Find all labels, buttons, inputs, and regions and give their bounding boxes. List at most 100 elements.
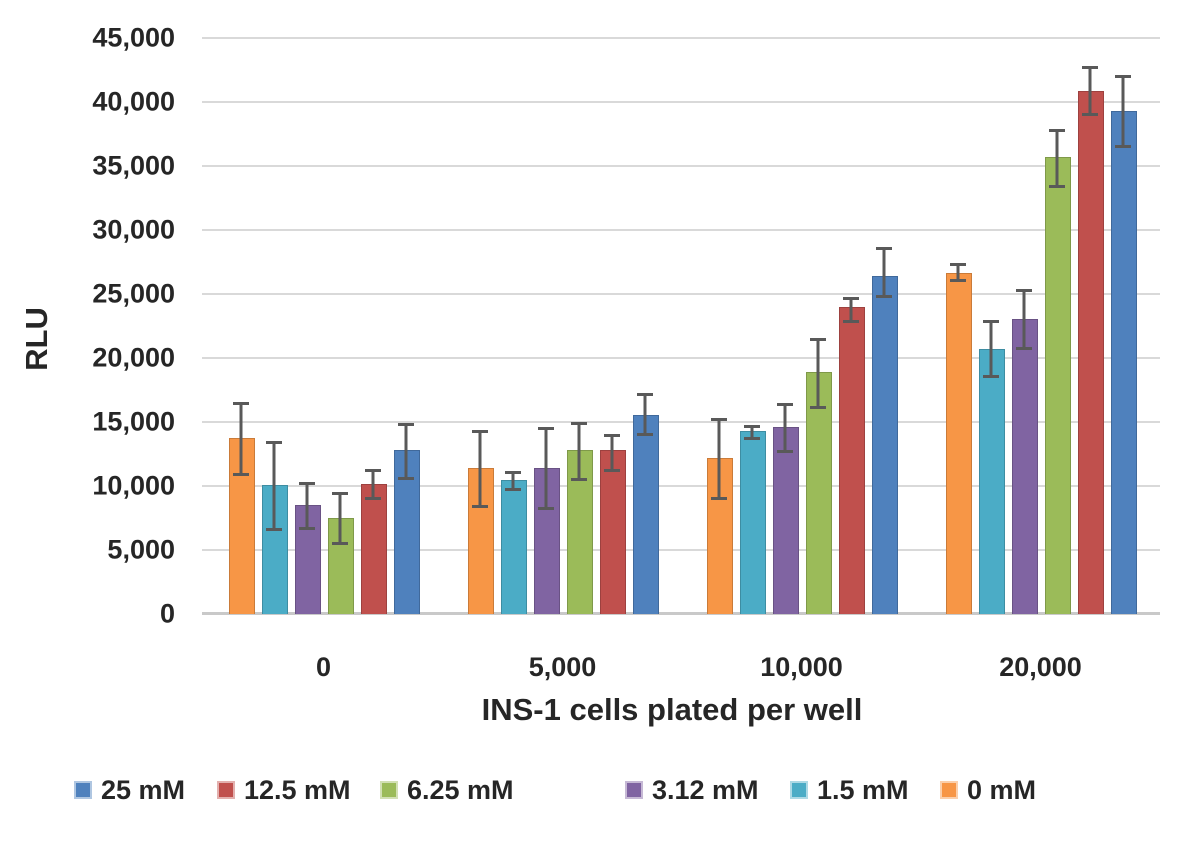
y-axis-title: RLU <box>19 307 54 371</box>
error-bar-stem <box>1022 288 1026 351</box>
error-bar-bottom-cap <box>1049 184 1065 188</box>
error-bar-stem <box>643 392 647 437</box>
legend-item-25mM: 25 mM <box>74 770 185 810</box>
chart-legend: 25 mM 12.5 mM 6.25 mM 3.12 mM 1.5 mM 0 mM <box>0 770 1200 814</box>
error-bar-bottom-cap <box>1016 347 1032 351</box>
y-tick-label: 40,000 <box>92 86 175 117</box>
error-bar <box>1045 128 1069 188</box>
error-bar-stem <box>816 337 820 410</box>
bar-15mM-20000 <box>979 349 1005 614</box>
error-bar <box>262 441 286 531</box>
legend-item-625mM: 6.25 mM <box>380 770 514 810</box>
plot-area <box>202 37 1160 615</box>
error-bar-top-cap <box>472 429 488 433</box>
error-bar-bottom-cap <box>332 541 348 545</box>
error-bar-top-cap <box>604 433 620 437</box>
gridline <box>202 293 1160 295</box>
error-bar <box>979 319 1003 379</box>
gridline <box>202 549 1160 551</box>
error-bar-bottom-cap <box>744 436 760 440</box>
error-bar-top-cap <box>744 424 760 428</box>
y-tick-label: 20,000 <box>92 342 175 373</box>
legend-swatch <box>790 781 808 799</box>
legend-item-125mM: 12.5 mM <box>217 770 351 810</box>
error-bar <box>229 401 253 476</box>
gridline <box>202 421 1160 423</box>
legend-label: 1.5 mM <box>817 775 909 805</box>
error-bar-bottom-cap <box>1082 113 1098 117</box>
y-tick-label: 35,000 <box>92 150 175 181</box>
error-bar-stem <box>338 492 342 545</box>
error-bar-stem <box>610 433 614 472</box>
error-bar-stem <box>849 296 853 324</box>
error-bar-top-cap <box>398 423 414 427</box>
error-bar <box>806 337 830 410</box>
error-bar-bottom-cap <box>637 433 653 437</box>
error-bar-bottom-cap <box>950 279 966 283</box>
error-bar-top-cap <box>1016 288 1032 292</box>
error-bar <box>1111 75 1135 149</box>
error-bar-top-cap <box>365 469 381 473</box>
x-tick-label: 5,000 <box>528 652 597 682</box>
error-bar <box>773 402 797 453</box>
error-bar-bottom-cap <box>538 507 554 511</box>
error-bar-bottom-cap <box>571 477 587 481</box>
bar-312mM-10000 <box>773 427 799 614</box>
x-axis-line <box>202 612 1160 615</box>
error-bar-top-cap <box>983 319 999 323</box>
x-axis-title: INS-1 cells plated per well <box>481 692 863 727</box>
gridline <box>202 165 1160 167</box>
error-bar-bottom-cap <box>711 497 727 501</box>
legend-label: 3.12 mM <box>652 775 759 805</box>
error-bar-top-cap <box>1082 66 1098 70</box>
error-bar-bottom-cap <box>810 406 826 410</box>
legend-swatch <box>217 781 235 799</box>
error-bar <box>1012 288 1036 351</box>
error-bar-stem <box>272 441 276 531</box>
error-bar-top-cap <box>637 392 653 396</box>
error-bar-top-cap <box>505 470 521 474</box>
error-bar <box>707 418 731 501</box>
error-bar-bottom-cap <box>876 294 892 298</box>
legend-item-15mM: 1.5 mM <box>790 770 909 810</box>
bar-0mM-20000 <box>946 272 972 614</box>
bar-125mM-10000 <box>839 307 865 614</box>
error-bar-bottom-cap <box>1115 145 1131 149</box>
y-tick-label: 5,000 <box>107 534 175 565</box>
legend-swatch <box>940 781 958 799</box>
error-bar-bottom-cap <box>398 476 414 480</box>
error-bar-bottom-cap <box>472 504 488 508</box>
error-bar-top-cap <box>810 337 826 341</box>
error-bar-top-cap <box>299 482 315 486</box>
error-bar-top-cap <box>332 492 348 496</box>
error-bar-bottom-cap <box>505 488 521 492</box>
error-bar-stem <box>717 418 721 501</box>
bar-625mM-10000 <box>806 372 832 614</box>
error-bar-stem <box>783 402 787 453</box>
bar-15mM-10000 <box>740 431 766 614</box>
bar-125mM-20000 <box>1078 90 1104 614</box>
error-bar-bottom-cap <box>299 526 315 530</box>
bar-15mM-5000 <box>501 479 527 614</box>
legend-item-312mM: 3.12 mM <box>625 770 759 810</box>
error-bar-top-cap <box>876 246 892 250</box>
error-bar-top-cap <box>538 427 554 431</box>
y-tick-label: 10,000 <box>92 470 175 501</box>
error-bar <box>839 296 863 324</box>
error-bar-bottom-cap <box>266 527 282 531</box>
bar-625mM-20000 <box>1045 157 1071 614</box>
error-bar <box>468 429 492 508</box>
x-tick-label: 10,000 <box>760 652 843 682</box>
x-tick-label: 0 <box>315 652 332 682</box>
error-bar <box>946 263 970 283</box>
error-bar-bottom-cap <box>843 320 859 324</box>
error-bar-stem <box>882 246 886 298</box>
error-bar-top-cap <box>1115 75 1131 79</box>
error-bar <box>1078 66 1102 117</box>
error-bar-stem <box>1121 75 1125 149</box>
error-bar <box>633 392 657 437</box>
legend-item-0mM: 0 mM <box>940 770 1036 810</box>
bar-125mM-5000 <box>600 450 626 614</box>
legend-label: 6.25 mM <box>407 775 514 805</box>
legend-label: 12.5 mM <box>244 775 351 805</box>
